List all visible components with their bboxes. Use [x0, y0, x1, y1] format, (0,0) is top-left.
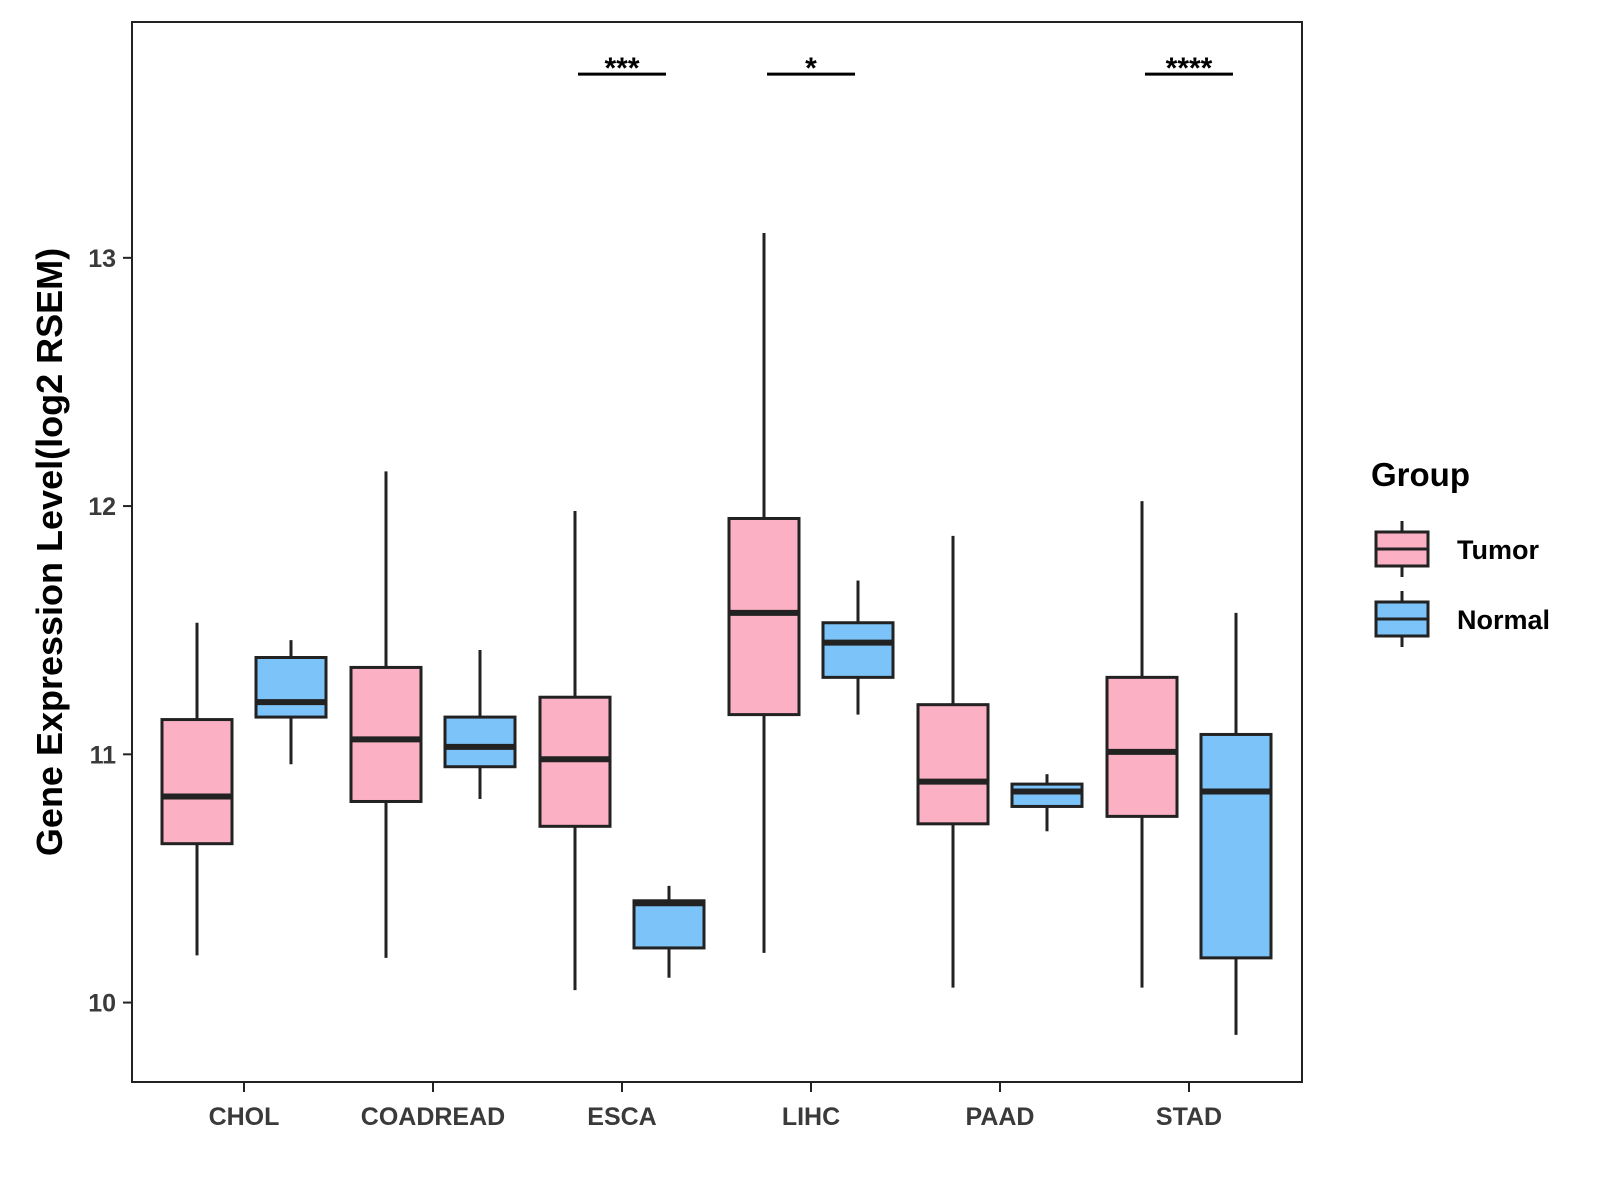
significance-label: **** [1166, 52, 1213, 85]
box-body [443, 715, 517, 769]
box-body [160, 718, 234, 846]
box-normal-esca [632, 885, 706, 978]
legend-item-normal: Normal [1374, 591, 1550, 647]
x-axis: CHOL COADREAD ESCA LIHC PAAD STAD [209, 1082, 1222, 1131]
x-tick-label-chol: CHOL [209, 1103, 280, 1131]
x-tick-label-lihc: LIHC [782, 1103, 840, 1131]
significance-label: * [805, 52, 817, 85]
legend-title: Group [1371, 456, 1470, 493]
y-tick-label: 13 [88, 245, 116, 273]
box-tumor-lihc [727, 233, 801, 953]
box-tumor-coadread [349, 471, 423, 958]
box-normal-chol [254, 640, 328, 765]
x-tick-label-coadread: COADREAD [361, 1103, 505, 1131]
box-body [254, 656, 328, 719]
box-normal-stad [1199, 612, 1273, 1035]
box-body [632, 899, 706, 950]
box-tumor-esca [538, 511, 612, 991]
x-tick-label-esca: ESCA [587, 1103, 656, 1131]
box-body [349, 665, 423, 803]
box-normal-coadread [443, 650, 517, 800]
box-normal-lihc [821, 580, 895, 715]
x-tick-label-stad: STAD [1156, 1103, 1222, 1131]
y-tick-label: 10 [88, 990, 116, 1018]
legend-label-tumor: Tumor [1457, 535, 1539, 565]
box-layer [160, 233, 1273, 1035]
box-body [727, 516, 801, 717]
box-body [1105, 675, 1179, 818]
y-tick-label: 11 [90, 741, 117, 769]
significance-layer: *** * **** [578, 52, 1233, 85]
y-axis-title: Gene Expression Level(log2 RSEM) [29, 248, 70, 856]
legend-item-tumor: Tumor [1374, 521, 1539, 577]
box-body [821, 621, 895, 679]
significance-label: *** [604, 52, 639, 85]
box-normal-paad [1010, 774, 1084, 832]
box-tumor-stad [1105, 501, 1179, 988]
legend-label-normal: Normal [1457, 605, 1550, 635]
box-body [1199, 732, 1273, 960]
box-tumor-chol [160, 622, 234, 956]
box-body [916, 703, 990, 826]
x-tick-label-paad: PAAD [966, 1103, 1035, 1131]
y-tick-label: 12 [88, 493, 116, 521]
legend: Group Tumor Normal [1371, 456, 1550, 647]
box-tumor-paad [916, 535, 990, 988]
y-axis: 10 11 12 13 [88, 245, 132, 1018]
box-body [1010, 782, 1084, 808]
plot-panel [131, 21, 1303, 1083]
